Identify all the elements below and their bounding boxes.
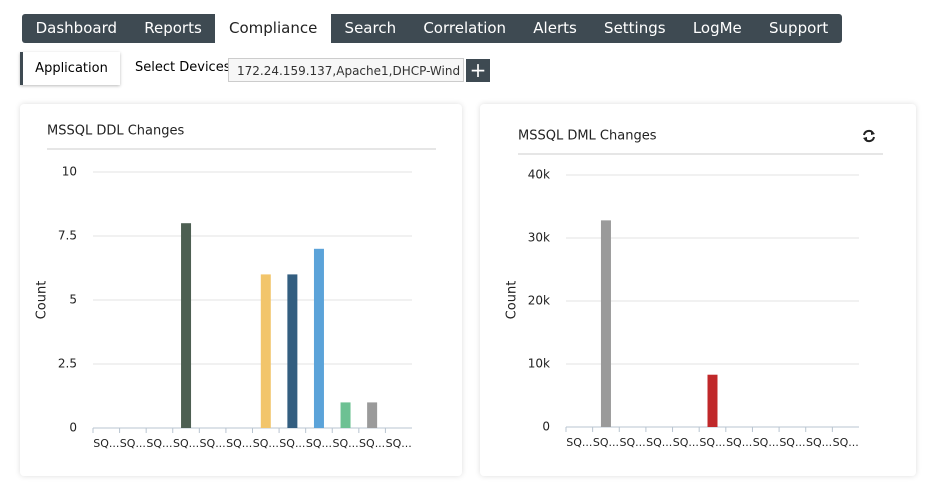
chart-title: MSSQL DDL Changes	[47, 124, 184, 139]
x-tick-label: SQ...	[332, 437, 358, 450]
nav-tab[interactable]: Settings	[604, 19, 666, 37]
nav-tab[interactable]: Alerts	[533, 19, 577, 37]
nav-tab[interactable]: LogMe	[692, 19, 742, 37]
y-tick-label: 0	[69, 421, 77, 435]
application-tab[interactable]: Application	[20, 52, 120, 85]
x-tick-label: SQ...	[200, 437, 226, 450]
nav-tab[interactable]: Support	[769, 19, 829, 37]
x-tick-label: SQ...	[386, 437, 412, 450]
nav-bar: Dashboard Reports Compliance Search Correlat…	[22, 14, 842, 43]
nav-tab[interactable]: Correlation	[423, 19, 507, 37]
bar	[600, 220, 611, 427]
nav-tab[interactable]: Compliance	[215, 14, 331, 43]
bar	[181, 223, 192, 428]
y-axis-label: Count	[35, 281, 50, 320]
x-tick-label: SQ...	[726, 436, 752, 449]
nav-tab[interactable]: Reports	[144, 19, 202, 37]
y-tick-label: 40k	[528, 168, 550, 182]
x-tick-label: SQ...	[753, 436, 779, 449]
y-tick-label: 7.5	[58, 229, 77, 243]
x-tick-label: SQ...	[699, 436, 725, 449]
x-tick-label: SQ...	[120, 437, 146, 450]
x-tick-label: SQ...	[806, 436, 832, 449]
x-tick-label: SQ...	[146, 437, 172, 450]
device-field[interactable]: 172.24.159.137,Apache1,DHCP-Wind	[228, 58, 464, 82]
y-tick-label: 20k	[528, 294, 550, 308]
bar	[340, 402, 351, 428]
y-axis-label: Count	[505, 281, 520, 320]
x-tick-label: SQ...	[833, 436, 859, 449]
x-tick-label: SQ...	[306, 437, 332, 450]
bar	[260, 274, 271, 428]
x-tick-label: SQ...	[173, 437, 199, 450]
x-tick-label: SQ...	[226, 437, 252, 450]
nav-tab[interactable]: Search	[344, 19, 397, 37]
x-tick-label: SQ...	[279, 437, 305, 450]
y-tick-label: 2.5	[58, 357, 77, 371]
x-tick-label: SQ...	[566, 436, 592, 449]
refresh-icon[interactable]	[863, 129, 875, 143]
x-tick-label: SQ...	[359, 437, 385, 450]
toolbar: Application Select Devices 172.24.159.13…	[20, 52, 495, 85]
select-label: Select Devices	[135, 60, 231, 75]
y-tick-label: 30k	[528, 231, 550, 245]
y-tick-label: 0	[542, 420, 550, 434]
x-tick-label: SQ...	[620, 436, 646, 449]
y-tick-label: 10k	[528, 357, 550, 371]
bar	[313, 248, 324, 428]
x-tick-label: SQ...	[93, 437, 119, 450]
x-tick-label: SQ...	[593, 436, 619, 449]
bar	[707, 374, 718, 427]
x-tick-label: SQ...	[673, 436, 699, 449]
y-tick-label: 5	[69, 293, 77, 307]
chart-title: MSSQL DML Changes	[518, 129, 657, 144]
bar	[287, 274, 298, 428]
x-tick-label: SQ...	[253, 437, 279, 450]
y-tick-label: 10	[62, 165, 77, 179]
x-tick-label: SQ...	[779, 436, 805, 449]
add-button[interactable]: +	[466, 59, 490, 82]
x-tick-label: SQ...	[646, 436, 672, 449]
bar	[367, 402, 378, 428]
nav-tab[interactable]: Dashboard	[35, 19, 117, 37]
